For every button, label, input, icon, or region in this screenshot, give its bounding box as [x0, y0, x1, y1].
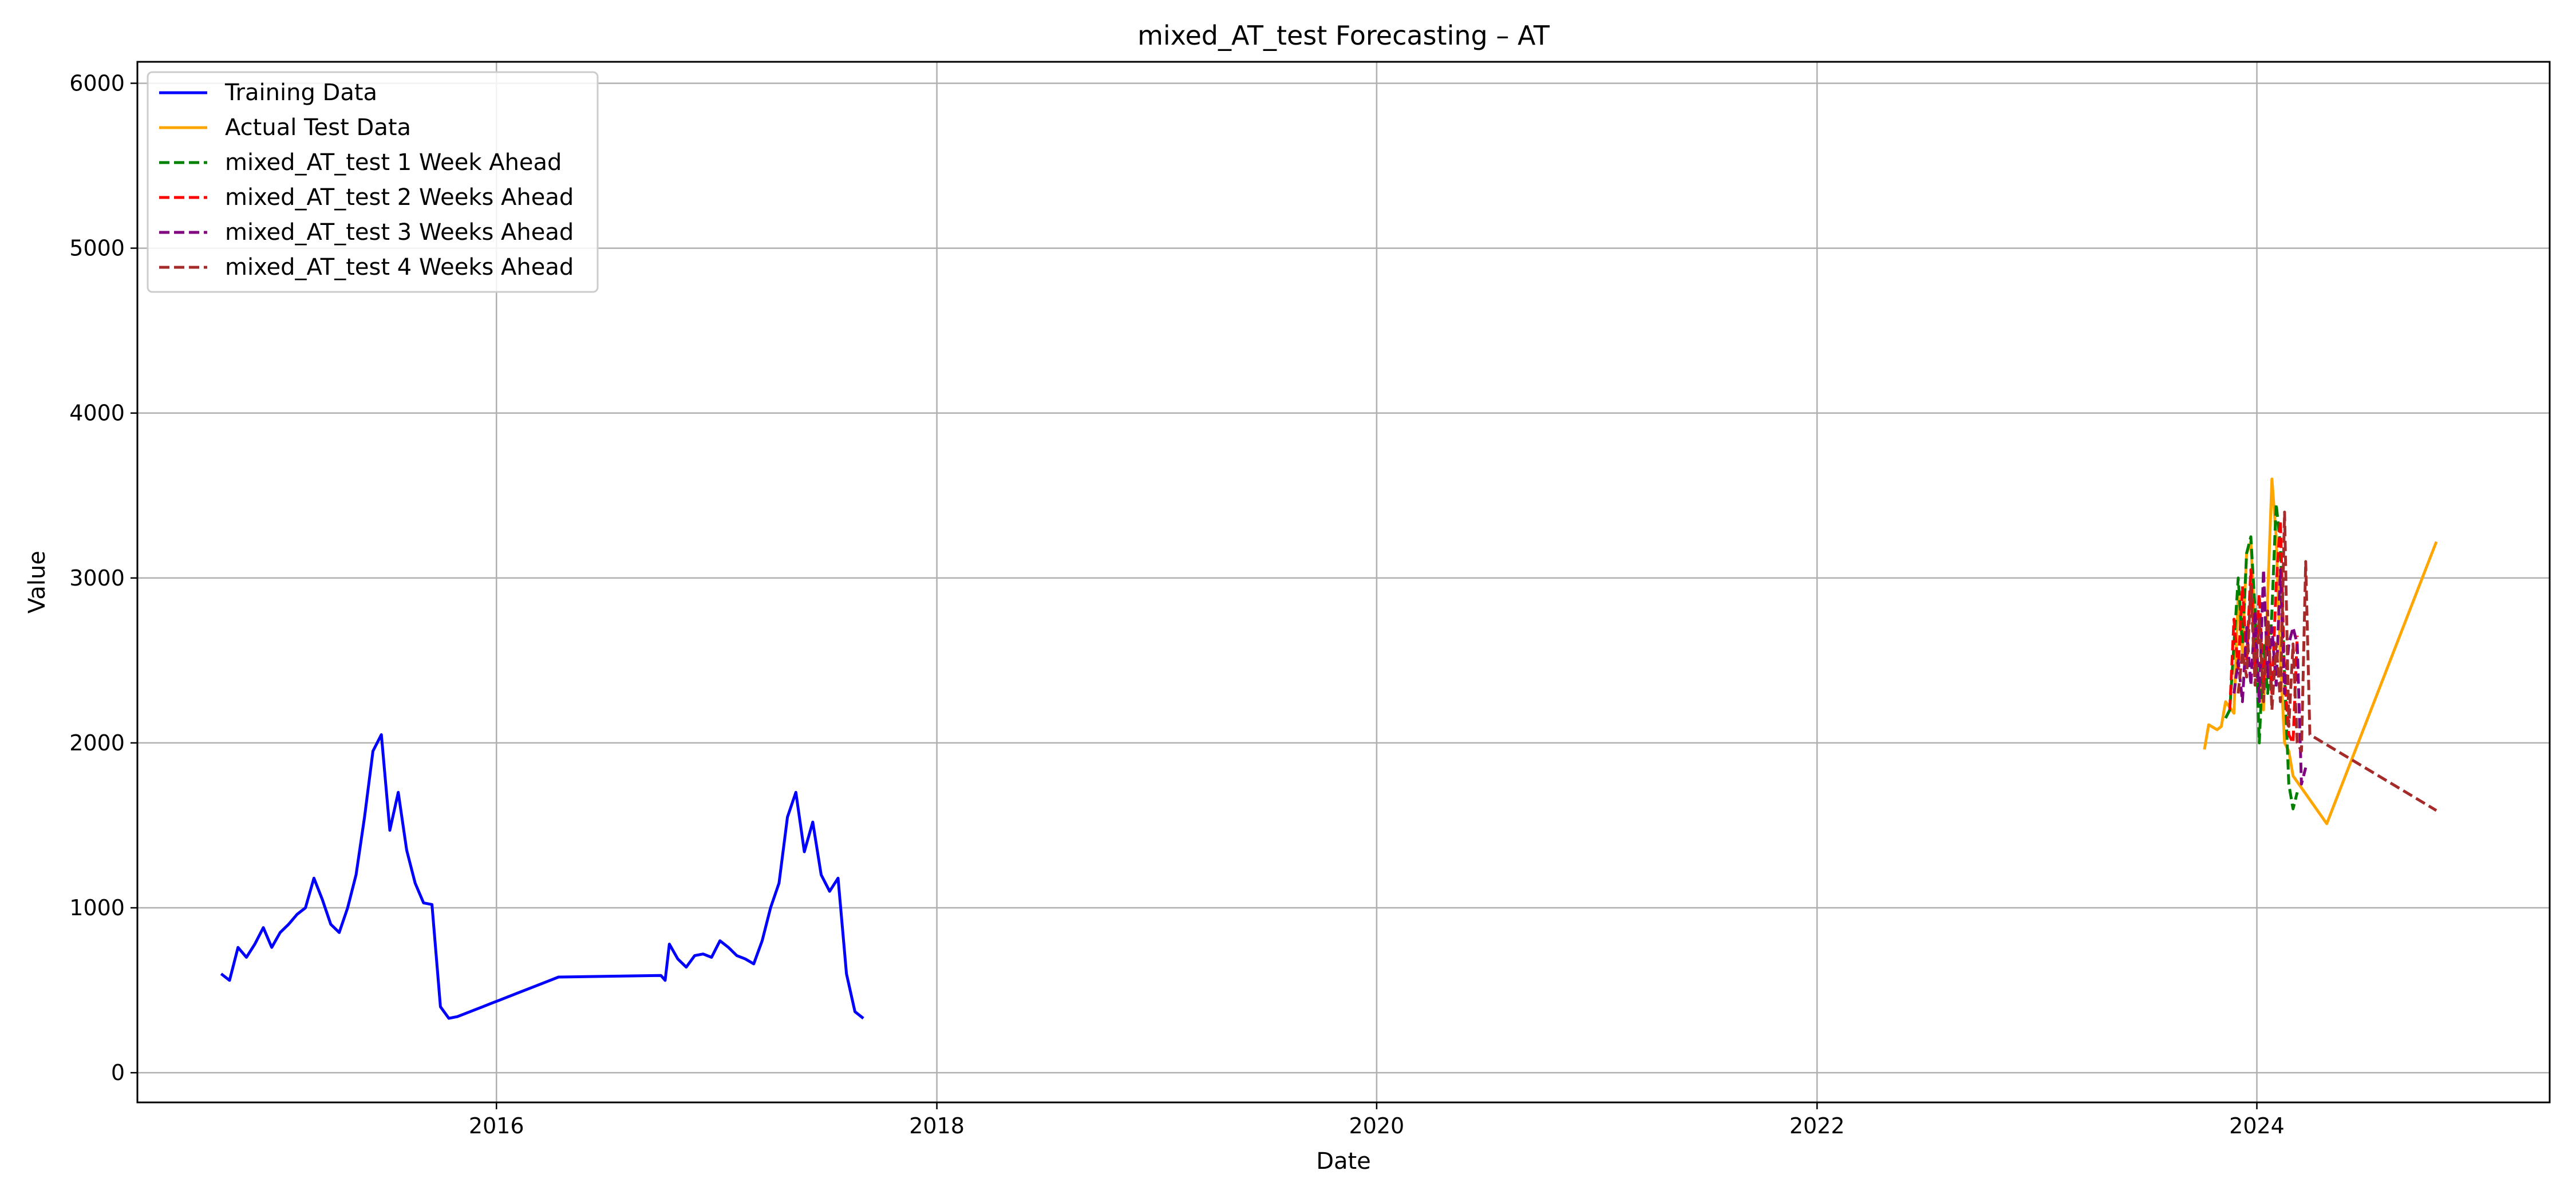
legend-label: Actual Test Data — [225, 114, 411, 141]
y-tick-label: 3000 — [69, 566, 125, 591]
x-tick-label: 2024 — [2229, 1113, 2285, 1138]
legend-label: mixed_AT_test 3 Weeks Ahead — [225, 219, 574, 246]
series-line-5 — [2233, 568, 2308, 786]
legend-entry: mixed_AT_test 2 Weeks Ahead — [159, 184, 574, 211]
legend-entry: mixed_AT_test 4 Weeks Ahead — [159, 254, 574, 280]
y-axis-label: Value — [24, 551, 50, 614]
x-tick-label: 2016 — [469, 1113, 524, 1138]
x-axis-label: Date — [1316, 1148, 1371, 1175]
y-tick-label: 2000 — [69, 730, 125, 756]
series-line-1 — [220, 733, 864, 1020]
y-tick-label: 1000 — [69, 895, 125, 920]
y-tick-label: 0 — [111, 1060, 125, 1085]
legend-entry: Training Data — [159, 80, 377, 106]
legend-label: Training Data — [224, 80, 377, 106]
legend-label: mixed_AT_test 1 Week Ahead — [225, 149, 562, 176]
x-tick-label: 2022 — [1789, 1113, 1845, 1138]
legend-label: mixed_AT_test 4 Weeks Ahead — [225, 254, 574, 280]
legend-entry: mixed_AT_test 1 Week Ahead — [159, 149, 562, 176]
legend-box — [147, 71, 599, 293]
y-tick-label: 4000 — [69, 401, 125, 426]
axis-ticks: 2016 2018 2020 2022 2024 0 1000 2000 3000 4000 500… — [69, 70, 2285, 1138]
legend-label: mixed_AT_test 2 Weeks Ahead — [225, 184, 574, 211]
chart-title: mixed_AT_test Forecasting – AT — [1137, 20, 1550, 51]
legend: Training Data Actual Test Data mixed_AT_… — [147, 71, 599, 293]
x-tick-label: 2020 — [1349, 1113, 1405, 1138]
series-line-6 — [2237, 511, 2437, 812]
plot-frame — [136, 61, 2551, 1104]
series-lines — [220, 477, 2438, 1020]
series-line-4 — [2228, 519, 2299, 745]
y-tick-label: 6000 — [69, 70, 125, 96]
legend-entry: mixed_AT_test 3 Weeks Ahead — [159, 219, 574, 246]
y-tick-label: 5000 — [69, 236, 125, 261]
x-tick-label: 2018 — [909, 1113, 965, 1138]
legend-entry: Actual Test Data — [159, 114, 411, 141]
